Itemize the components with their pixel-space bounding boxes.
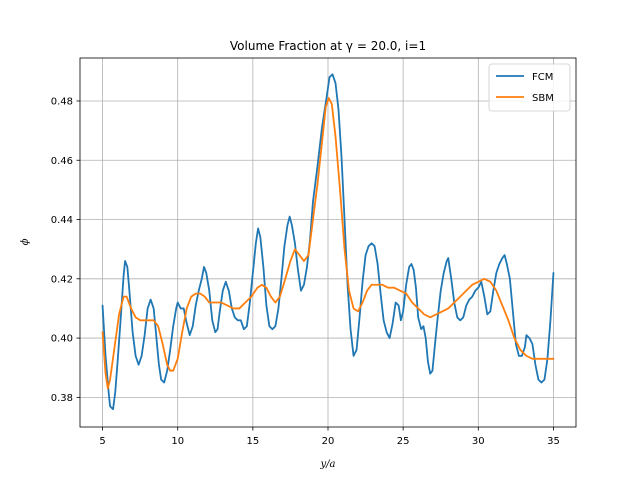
legend-sbm-label: SBM [532, 93, 554, 104]
x-tick-label: 20 [322, 436, 335, 447]
y-tick-label: 0.46 [51, 156, 73, 167]
y-tick-label: 0.48 [51, 96, 73, 107]
x-tick-label: 5 [99, 436, 105, 447]
legend: FCM SBM [488, 63, 571, 112]
legend-box [488, 63, 571, 112]
x-tick-label: 30 [472, 436, 485, 447]
chart-title: Volume Fraction at γ = 20.0, i=1 [230, 39, 426, 53]
y-tick-label: 0.42 [51, 274, 73, 285]
x-axis-ticks: 5 10 15 20 25 30 35 [99, 427, 560, 447]
y-tick-label: 0.40 [51, 334, 73, 345]
x-tick-label: 35 [547, 436, 560, 447]
legend-fcm-label: FCM [532, 72, 553, 83]
series-line-sbm [101, 97, 555, 390]
plot-lines [101, 73, 555, 411]
x-axis-label: y/a [320, 459, 336, 470]
series-line-fcm [101, 73, 555, 411]
y-axis-label: ϕ [20, 238, 31, 245]
x-tick-label: 10 [171, 436, 184, 447]
x-tick-label: 25 [397, 436, 410, 447]
x-tick-label: 15 [246, 436, 259, 447]
y-axis-ticks: 0.38 0.40 0.42 0.44 0.46 0.48 [51, 96, 80, 404]
y-tick-label: 0.44 [51, 215, 73, 226]
y-tick-label: 0.38 [51, 393, 73, 404]
grid [80, 58, 576, 427]
